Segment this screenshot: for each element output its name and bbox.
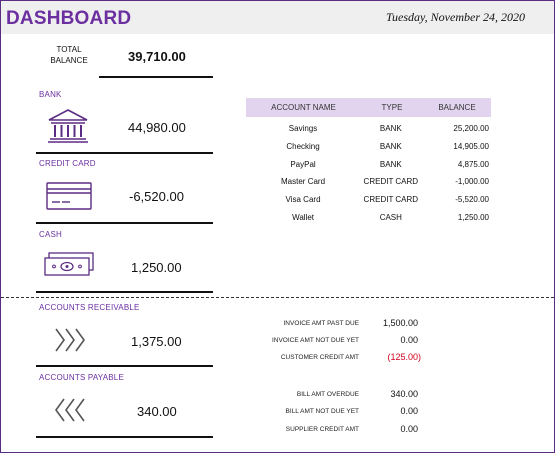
credit-card-rule xyxy=(36,222,213,224)
column-header-balance: BALANCE xyxy=(438,103,476,112)
account-name-cell: Master Card xyxy=(281,177,326,187)
supplier-credit-value: 0.00 xyxy=(400,424,418,434)
table-row: Savings BANK 25,200.00 xyxy=(246,120,491,138)
account-balance-cell: 25,200.00 xyxy=(453,124,489,134)
account-balance-cell: 14,905.00 xyxy=(453,142,489,152)
account-balance-cell: 4,875.00 xyxy=(457,159,489,169)
invoice-past-due-value: 1,500.00 xyxy=(382,318,418,328)
cash-bill-icon xyxy=(44,252,94,276)
account-balance-cell: -1,000.00 xyxy=(455,177,489,187)
accounts-table: ACCOUNT NAME TYPE BALANCE Savings BANK 2… xyxy=(246,98,491,226)
table-row: PayPal BANK 4,875.00 xyxy=(246,155,491,173)
table-row: Master Card CREDIT CARD -1,000.00 xyxy=(246,173,491,191)
accounts-receivable-value: 1,375.00 xyxy=(131,334,182,349)
current-date: Tuesday, November 24, 2020 xyxy=(386,10,525,24)
account-type-cell: CASH xyxy=(379,212,402,222)
account-type-cell: BANK xyxy=(379,159,402,169)
total-balance-label: TOTAL BALANCE xyxy=(50,45,88,65)
bill-overdue-value: 340.00 xyxy=(390,389,418,399)
bank-rule xyxy=(36,152,213,154)
accounts-receivable-label: ACCOUNTS RECEIVABLE xyxy=(39,303,140,312)
customer-credit-label: CUSTOMER CREDIT AMT xyxy=(280,354,359,361)
accounts-receivable-rule xyxy=(36,365,213,367)
invoice-not-due-value: 0.00 xyxy=(400,335,418,345)
chevrons-left-icon xyxy=(55,398,85,422)
table-row: Wallet CASH 1,250.00 xyxy=(246,208,491,226)
bank-building-icon xyxy=(48,109,88,143)
invoice-past-due-label: INVOICE AMT PAST DUE xyxy=(283,320,360,327)
cash-value: 1,250.00 xyxy=(131,260,182,275)
account-type-cell: CREDIT CARD xyxy=(363,195,419,205)
section-divider xyxy=(1,297,554,298)
bank-value: 44,980.00 xyxy=(128,120,186,135)
total-balance-rule xyxy=(99,76,213,78)
credit-card-icon xyxy=(46,182,92,210)
account-balance-cell: -5,520.00 xyxy=(455,195,489,205)
accounts-payable-label: ACCOUNTS PAYABLE xyxy=(39,373,124,382)
accounts-table-header: ACCOUNT NAME TYPE BALANCE xyxy=(246,98,491,117)
account-type-cell: BANK xyxy=(379,124,402,134)
customer-credit-value: (125.00) xyxy=(387,352,421,362)
cash-label: CASH xyxy=(39,230,63,239)
bill-overdue-label: BILL AMT OVERDUE xyxy=(296,391,359,398)
account-balance-cell: 1,250.00 xyxy=(457,212,489,222)
invoice-not-due-label: INVOICE AMT NOT DUE YET xyxy=(271,337,359,344)
account-type-cell: BANK xyxy=(379,142,402,152)
account-name-cell: Visa Card xyxy=(285,195,321,205)
table-row: Checking BANK 14,905.00 xyxy=(246,138,491,156)
cash-rule xyxy=(36,291,213,293)
column-header-account-name: ACCOUNT NAME xyxy=(271,103,336,112)
bill-not-due-label: BILL AMT NOT DUE YET xyxy=(285,408,359,415)
header-band xyxy=(1,1,554,34)
bill-not-due-value: 0.00 xyxy=(400,406,418,416)
account-type-cell: CREDIT CARD xyxy=(363,177,419,187)
account-name-cell: Savings xyxy=(288,124,318,134)
table-row: Visa Card CREDIT CARD -5,520.00 xyxy=(246,191,491,209)
column-header-type: TYPE xyxy=(381,103,403,112)
account-name-cell: PayPal xyxy=(290,159,316,169)
total-balance-value: 39,710.00 xyxy=(128,49,186,64)
bank-label: BANK xyxy=(39,90,62,99)
account-name-cell: Wallet xyxy=(292,212,314,222)
chevrons-right-icon xyxy=(55,328,85,352)
credit-card-label: CREDIT CARD xyxy=(39,159,96,168)
page-title: DASHBOARD xyxy=(6,8,132,29)
credit-card-value: -6,520.00 xyxy=(129,189,184,204)
accounts-payable-value: 340.00 xyxy=(137,404,177,419)
accounts-payable-rule xyxy=(36,436,213,438)
supplier-credit-label: SUPPLIER CREDIT AMT xyxy=(285,426,359,433)
account-name-cell: Checking xyxy=(286,142,320,152)
